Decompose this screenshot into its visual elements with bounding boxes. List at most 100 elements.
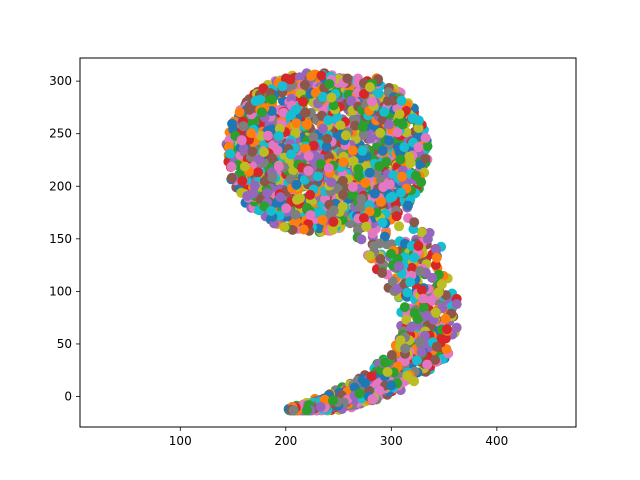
scatter-point xyxy=(422,141,433,152)
scatter-point xyxy=(436,279,447,290)
scatter-point xyxy=(316,70,327,81)
scatter-point xyxy=(337,175,348,186)
scatter-point xyxy=(375,254,386,264)
y-tick-label: 200 xyxy=(49,179,72,193)
scatter-point xyxy=(406,262,417,273)
scatter-point xyxy=(342,73,353,84)
scatter-point xyxy=(328,205,339,216)
scatter-point xyxy=(338,157,349,168)
scatter-point xyxy=(419,302,430,313)
scatter-point xyxy=(369,188,380,199)
scatter-point xyxy=(274,210,285,221)
scatter-point xyxy=(259,147,269,157)
scatter-point xyxy=(321,141,332,152)
scatter-point xyxy=(451,299,462,310)
scatter-point xyxy=(279,222,290,233)
scatter-point xyxy=(413,241,424,251)
scatter-point xyxy=(254,154,265,165)
scatter-point xyxy=(414,336,425,347)
scatter-point xyxy=(367,96,377,107)
x-tick-label: 400 xyxy=(485,434,508,448)
scatter-point xyxy=(375,127,386,138)
scatter-point xyxy=(322,133,333,144)
scatter-point xyxy=(303,165,314,176)
scatter-point xyxy=(267,172,278,183)
scatter-point xyxy=(400,343,411,354)
scatter-point xyxy=(256,107,267,118)
scatter-point xyxy=(392,127,403,138)
scatter-point xyxy=(379,231,390,242)
scatter-point xyxy=(357,145,368,156)
scatter-point xyxy=(301,119,312,130)
scatter-point xyxy=(291,118,302,129)
scatter-point xyxy=(272,145,283,156)
scatter-point xyxy=(402,371,413,381)
scatter-point xyxy=(412,313,423,324)
scatter-point xyxy=(236,135,247,146)
scatter-point xyxy=(431,244,441,255)
scatter-point xyxy=(384,179,395,190)
scatter-point xyxy=(402,287,413,298)
scatter-point xyxy=(407,113,418,124)
scatter-points xyxy=(221,68,462,416)
scatter-point xyxy=(374,385,385,396)
scatter-point xyxy=(431,341,442,352)
scatter-point xyxy=(433,287,444,298)
scatter-point xyxy=(335,120,346,131)
scatter-point xyxy=(346,189,357,200)
scatter-point xyxy=(382,367,393,377)
scatter-point xyxy=(431,307,441,318)
scatter-point xyxy=(397,171,407,182)
scatter-point xyxy=(442,324,452,335)
scatter-point xyxy=(306,71,317,82)
scatter-point xyxy=(416,177,427,188)
scatter-point xyxy=(415,266,426,277)
x-axis: 100 200 300 400 xyxy=(169,427,508,448)
scatter-point xyxy=(377,145,388,156)
scatter-point xyxy=(422,359,433,370)
scatter-point xyxy=(368,241,379,252)
scatter-point xyxy=(246,128,257,139)
y-tick-label: 50 xyxy=(57,337,72,351)
scatter-point xyxy=(326,177,337,188)
scatter-point xyxy=(305,210,316,221)
scatter-point xyxy=(377,217,388,228)
scatter-point xyxy=(399,142,410,153)
scatter-point xyxy=(275,192,286,203)
scatter-point xyxy=(392,254,403,264)
scatter-point xyxy=(388,95,399,106)
scatter-point xyxy=(346,95,357,106)
scatter-point xyxy=(396,187,406,198)
scatter-point xyxy=(401,314,412,325)
scatter-point xyxy=(297,96,308,107)
x-tick-label: 100 xyxy=(169,434,192,448)
scatter-point xyxy=(266,94,277,105)
scatter-point xyxy=(367,228,378,239)
scatter-point xyxy=(409,252,420,263)
scatter-point xyxy=(358,213,369,224)
scatter-point xyxy=(355,201,366,212)
scatter-point xyxy=(347,182,358,192)
scatter-point xyxy=(313,171,323,182)
scatter-point xyxy=(266,206,277,216)
scatter-point xyxy=(360,177,371,188)
scatter-point xyxy=(367,394,378,404)
scatter-point xyxy=(405,158,416,169)
scatter-point xyxy=(358,129,369,140)
scatter-point xyxy=(420,153,431,164)
scatter-point xyxy=(273,161,284,172)
scatter-point xyxy=(308,140,319,151)
scatter-point xyxy=(347,145,358,156)
scatter-point xyxy=(387,276,398,287)
y-tick-label: 300 xyxy=(49,74,72,88)
y-tick-label: 150 xyxy=(49,232,72,246)
scatter-point xyxy=(291,179,302,190)
scatter-point xyxy=(328,100,339,111)
scatter-point xyxy=(318,92,329,102)
scatter-point xyxy=(338,189,349,200)
scatter-point xyxy=(364,250,375,261)
scatter-point xyxy=(238,143,249,154)
x-tick-label: 300 xyxy=(380,434,403,448)
scatter-point xyxy=(393,261,404,272)
